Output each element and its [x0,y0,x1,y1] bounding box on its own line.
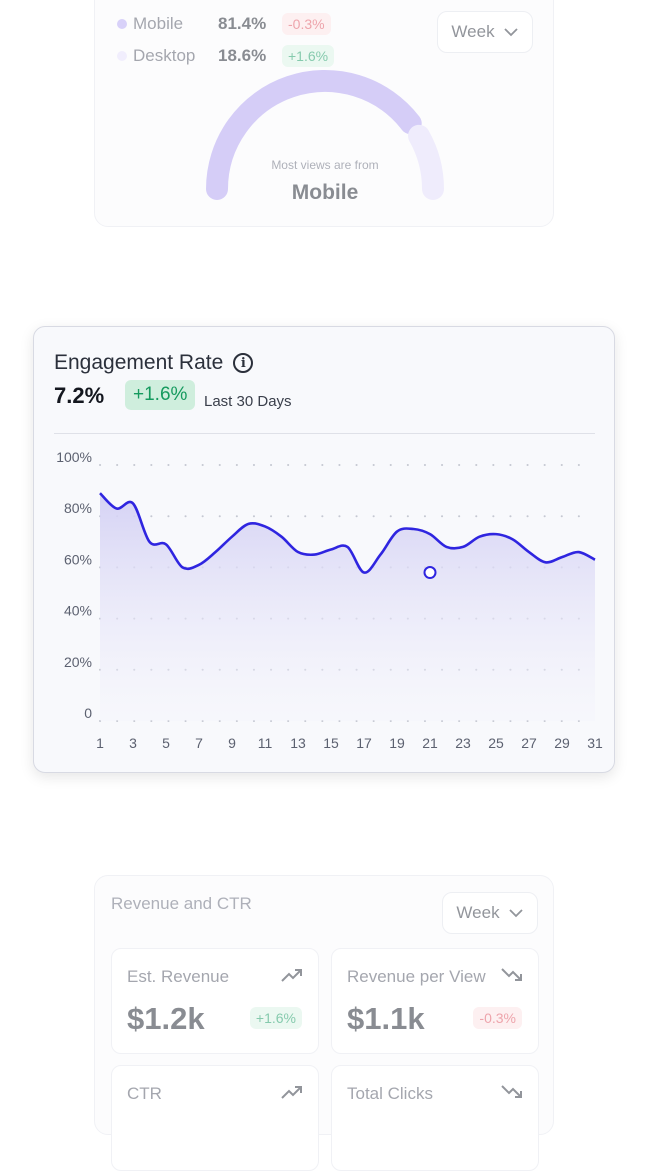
x-tick-label: 9 [228,735,236,751]
metric-revenue-per-view[interactable]: Revenue per View $1.1k -0.3% [331,948,539,1054]
metric-value: $1.2k [127,1001,205,1036]
legend-row-desktop: Desktop 18.6% +1.6% [117,43,335,69]
x-tick-label: 27 [521,735,537,751]
gauge-desktop-arc [408,124,444,200]
info-icon[interactable]: i [233,353,254,373]
x-tick-label: 25 [488,735,504,751]
metric-value: $1.1k [347,1001,425,1036]
x-tick-label: 5 [162,735,170,751]
metric-total-clicks[interactable]: Total Clicks [331,1065,539,1171]
trend-up-icon [281,969,302,982]
chevron-down-icon [508,909,523,918]
trend-up-icon [281,1086,302,1099]
device-breakdown-card: Mobile 81.4% -0.3% Desktop 18.6% +1.6% W… [94,0,554,227]
x-tick-label: 21 [422,735,438,751]
trend-down-icon [501,968,522,981]
x-tick-label: 11 [258,735,273,751]
x-tick-label: 19 [389,735,405,751]
metric-label: Total Clicks [347,1084,433,1103]
x-tick-label: 17 [356,735,372,751]
engagement-title: Engagement Rate [54,351,224,374]
change-badge: -0.3% [282,13,331,35]
change-badge: -0.3% [473,1007,522,1029]
y-tick-label: 20% [64,654,92,670]
period-select[interactable]: Week [437,11,533,53]
x-tick-label: 29 [554,735,570,751]
legend-percent: 18.6% [218,46,267,65]
period-select-label: Week [456,903,500,922]
engagement-line [99,492,596,574]
x-tick-label: 23 [455,735,471,751]
divider [54,433,595,434]
legend-row-mobile: Mobile 81.4% -0.3% [117,11,331,37]
metric-label: Revenue per View [347,967,486,986]
gauge-caption-small: Most views are from [271,158,379,172]
engagement-change-badge: +1.6% [125,380,196,410]
trend-down-icon [501,1085,522,1098]
x-tick-label: 31 [587,735,603,751]
y-tick-label: 80% [64,500,92,516]
period-select[interactable]: Week [442,892,538,934]
change-badge: +1.6% [282,45,335,67]
legend-label: Desktop [133,46,196,65]
y-tick-label: 0 [84,705,92,721]
engagement-area [100,493,595,721]
x-tick-label: 13 [290,735,306,751]
metric-ctr[interactable]: CTR [111,1065,319,1171]
metric-est-revenue[interactable]: Est. Revenue $1.2k +1.6% [111,948,319,1054]
period-select-label: Week [451,22,495,41]
metric-label: CTR [127,1084,162,1103]
device-gauge [206,70,444,200]
mobile-dot [117,19,127,29]
revenue-card-title: Revenue and CTR [111,894,252,913]
x-tick-label: 7 [195,735,203,751]
gauge-mobile-arc [206,70,422,200]
x-tick-label: 1 [96,735,104,751]
desktop-dot [117,51,127,61]
engagement-rate-card: Engagement Rate i 7.2% +1.6% Last 30 Day… [33,326,615,773]
legend-percent: 81.4% [218,14,267,33]
highlighted-data-point[interactable] [423,566,437,580]
engagement-value: 7.2% [54,383,105,408]
engagement-chart: 100%80%60%40%20%0 1 3 5 7 9 11 13 15 17 19 21 23 25 2… [56,449,603,751]
legend-label: Mobile [133,14,184,33]
engagement-period: Last 30 Days [204,393,292,410]
gauge-caption-big: Mobile [291,181,359,204]
y-tick-label: 40% [64,603,92,619]
metric-label: Est. Revenue [127,967,230,986]
revenue-ctr-card: Revenue and CTR Week Est. Revenue $1.2k … [94,875,554,1171]
x-tick-label: 3 [129,735,137,751]
y-tick-label: 100% [56,449,92,465]
y-tick-label: 60% [64,551,92,567]
chevron-down-icon [503,28,518,37]
engagement-title-row: Engagement Rate i [54,351,254,375]
x-tick-label: 15 [323,735,339,751]
change-badge: +1.6% [249,1007,302,1029]
